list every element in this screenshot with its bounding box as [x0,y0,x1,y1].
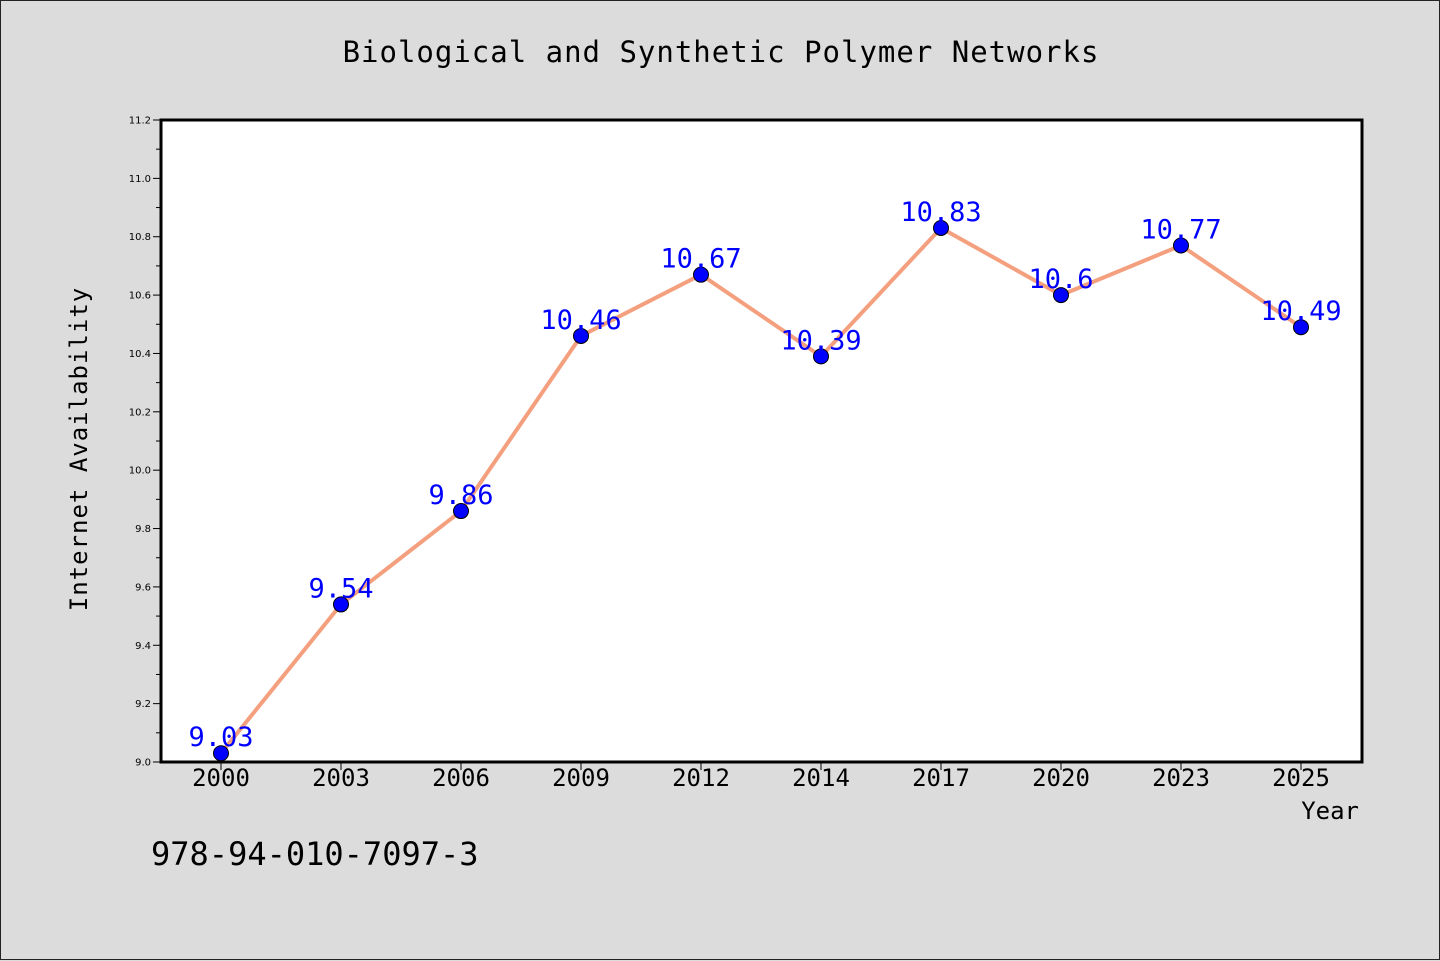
y-tick-label: 10.8 [129,232,151,243]
data-point [693,266,709,283]
data-label: 9.54 [308,573,373,604]
data-label: 10.67 [660,244,741,275]
y-axis: 9.0 9.2 9.4 9.6 9.8 10.0 10.2 10.4 10.6 10.8 11.0 1… [129,116,161,769]
y-tick-label: 10.6 [129,291,151,302]
x-tick-label: 2017 [912,764,970,792]
data-label: 9.86 [428,480,493,511]
data-point [333,596,349,613]
y-tick-label: 10.2 [129,407,151,418]
data-point [1173,237,1189,254]
data-labels: 9.03 9.54 9.86 10.46 10.67 10.39 10.83 10.6 10.7… [188,197,1341,753]
series-lines [219,225,1303,755]
data-label: 9.03 [188,722,253,753]
y-tick-label: 9.8 [135,524,151,535]
data-point [1053,287,1069,304]
data-label: 10.77 [1140,214,1221,245]
y-tick-label: 10.0 [129,466,151,477]
isbn-annotation: 978-94-010-7097-3 [151,835,479,873]
data-label: 10.49 [1260,296,1341,327]
series-markers [213,219,1309,762]
data-point [213,745,229,762]
y-tick-label: 9.4 [135,641,151,652]
x-tick-label: 2012 [672,764,730,792]
x-tick-label: 2014 [792,764,850,792]
x-tick-label: 2009 [552,764,610,792]
y-tick-label: 11.0 [129,174,151,185]
data-point [1293,319,1309,336]
x-tick-label: 2003 [312,764,370,792]
chart-title: Biological and Synthetic Polymer Network… [342,35,1100,69]
data-point [933,219,949,236]
x-axis-label: Year [1301,797,1359,825]
data-label: 10.39 [780,325,861,356]
y-tick-label: 9.0 [135,758,151,769]
y-tick-label: 10.4 [129,349,151,360]
series-line [219,225,1303,755]
data-point [813,348,829,365]
data-label: 10.83 [900,197,981,228]
data-point [453,503,469,520]
y-tick-label: 11.2 [129,116,151,127]
data-label: 10.6 [1028,264,1093,295]
y-tick-label: 9.2 [135,699,151,710]
x-tick-label: 2023 [1152,764,1210,792]
x-tick-label: 2006 [432,764,490,792]
data-point [573,327,589,344]
x-axis: 2000 2003 2006 2009 2012 2014 2017 2020 2023 2025 [192,762,1330,792]
data-label: 10.46 [540,305,621,336]
x-tick-label: 2020 [1032,764,1090,792]
x-tick-label: 2025 [1272,764,1330,792]
y-tick-label: 9.6 [135,582,151,593]
axes-frame [159,118,1364,764]
x-tick-label: 2000 [192,764,250,792]
